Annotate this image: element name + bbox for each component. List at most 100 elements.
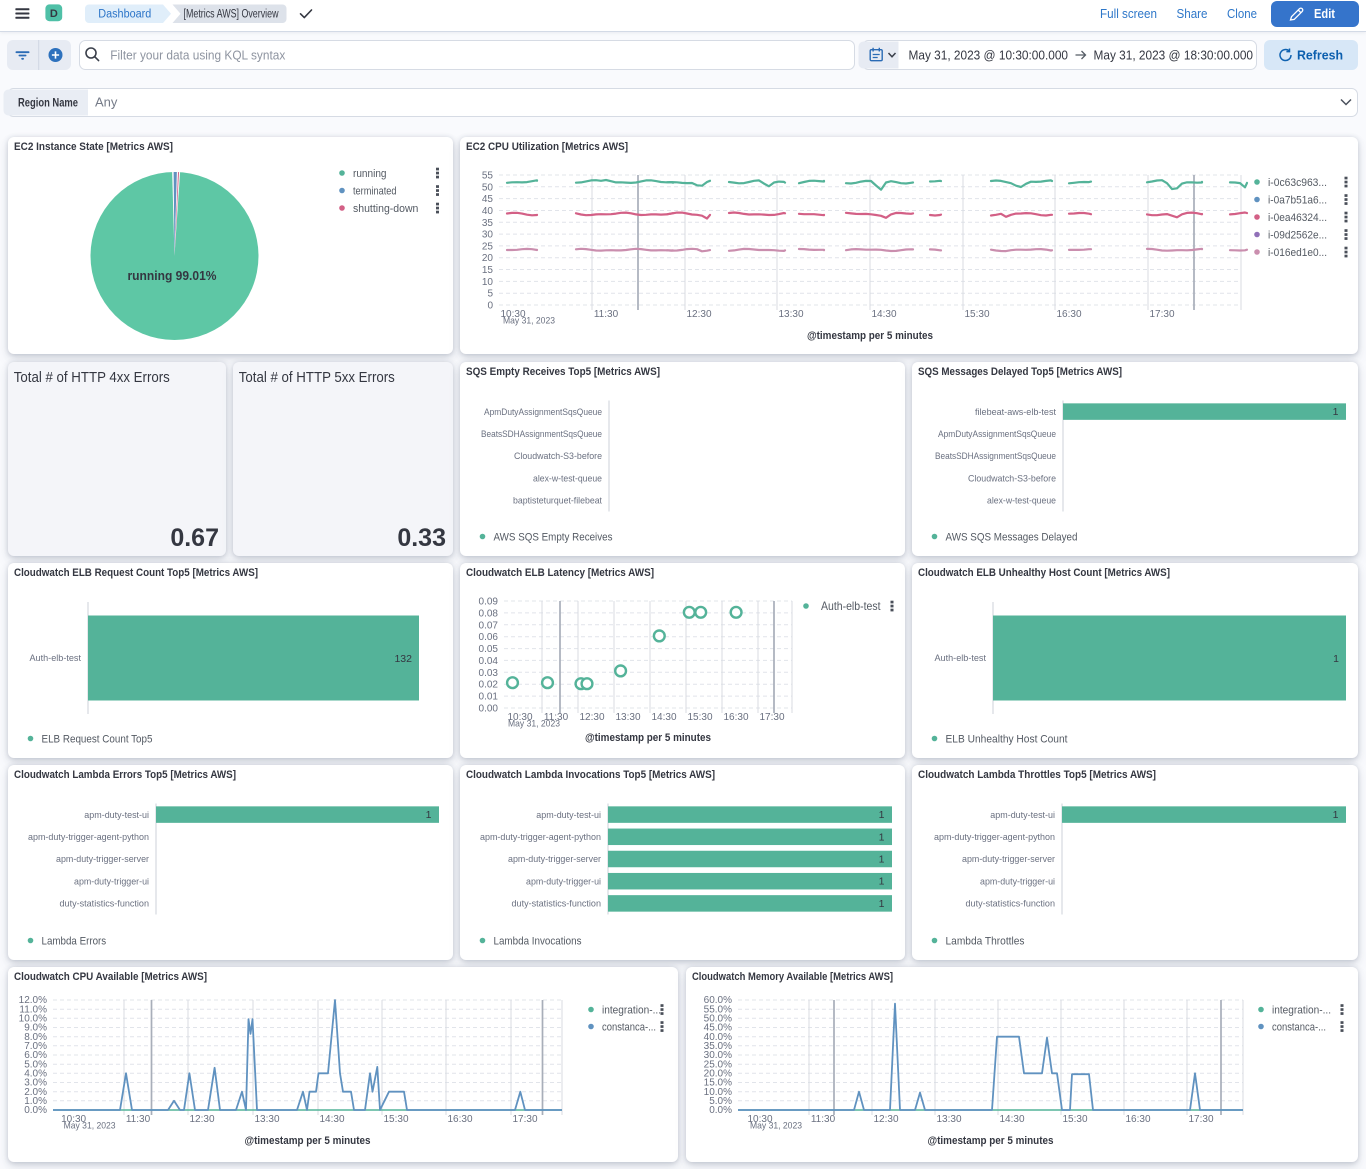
svg-text:Lambda Invocations: Lambda Invocations [494, 935, 582, 947]
svg-text:10:30: 10:30 [507, 712, 532, 723]
svg-text:Total # of HTTP 4xx Errors: Total # of HTTP 4xx Errors [14, 369, 170, 386]
svg-text:D: D [50, 8, 58, 20]
svg-text:apm-duty-test-ui: apm-duty-test-ui [990, 810, 1055, 821]
svg-text:Lambda Errors: Lambda Errors [42, 935, 107, 947]
svg-text:[Metrics AWS] Overview: [Metrics AWS] Overview [184, 9, 280, 21]
svg-text:Auth-elb-test: Auth-elb-test [935, 653, 987, 664]
svg-text:1: 1 [879, 809, 885, 821]
svg-text:1: 1 [879, 831, 885, 843]
svg-text:0.03: 0.03 [479, 668, 499, 679]
svg-text:SQS Messages Delayed Top5 [Met: SQS Messages Delayed Top5 [Metrics AWS] [918, 366, 1122, 378]
svg-text:1: 1 [1333, 653, 1339, 665]
svg-text:60.0%: 60.0% [704, 995, 732, 1006]
svg-text:0: 0 [487, 301, 493, 312]
svg-text:Dashboard: Dashboard [98, 9, 151, 21]
svg-text:BeatsSDHAssignmentSqsQueue: BeatsSDHAssignmentSqsQueue [481, 429, 602, 440]
svg-text:25: 25 [482, 241, 494, 252]
svg-text:35.0%: 35.0% [704, 1041, 732, 1052]
svg-text:11:30: 11:30 [811, 1114, 836, 1125]
svg-text:alex-w-test-queue: alex-w-test-queue [987, 496, 1056, 507]
svg-text:15.0%: 15.0% [704, 1078, 732, 1089]
svg-text:Cloudwatch Lambda Errors Top5: Cloudwatch Lambda Errors Top5 [Metrics A… [14, 769, 236, 781]
svg-text:EC2 Instance State [Metrics AW: EC2 Instance State [Metrics AWS] [14, 141, 173, 153]
svg-text:duty-statistics-function: duty-statistics-function [512, 899, 602, 910]
svg-text:11:30: 11:30 [594, 309, 619, 320]
svg-text:1: 1 [879, 898, 885, 910]
svg-text:5.0%: 5.0% [24, 1059, 47, 1070]
svg-text:May 31, 2023: May 31, 2023 [64, 1121, 116, 1132]
svg-text:apm-duty-trigger-ui: apm-duty-trigger-ui [980, 876, 1055, 887]
svg-text:11.0%: 11.0% [19, 1004, 47, 1015]
svg-text:12:30: 12:30 [686, 309, 711, 320]
svg-text:0.02: 0.02 [479, 680, 499, 691]
svg-text:11:30: 11:30 [126, 1114, 151, 1125]
svg-text:Cloudwatch Lambda Invocations: Cloudwatch Lambda Invocations Top5 [Metr… [466, 769, 715, 781]
svg-text:Auth-elb-test: Auth-elb-test [821, 599, 881, 613]
svg-text:apm-duty-trigger-server: apm-duty-trigger-server [508, 854, 601, 865]
svg-text:14:30: 14:30 [319, 1114, 344, 1125]
svg-text:Region Name: Region Name [18, 98, 78, 110]
svg-text:integration-...: integration-... [1272, 1004, 1331, 1016]
svg-text:10:30: 10:30 [747, 1114, 772, 1125]
svg-text:terminated: terminated [353, 185, 397, 197]
svg-text:11:30: 11:30 [544, 712, 569, 723]
svg-text:@timestamp per 5 minutes: @timestamp per 5 minutes [928, 1135, 1054, 1147]
svg-text:duty-statistics-function: duty-statistics-function [60, 899, 150, 910]
svg-text:duty-statistics-function: duty-statistics-function [966, 899, 1056, 910]
svg-text:1: 1 [879, 854, 885, 866]
svg-text:Cloudwatch ELB Request Count T: Cloudwatch ELB Request Count Top5 [Metri… [14, 567, 258, 579]
svg-text:running: running [353, 168, 387, 180]
svg-text:30: 30 [482, 230, 494, 241]
svg-text:i-0c63c963...: i-0c63c963... [1268, 177, 1327, 189]
svg-text:1: 1 [1333, 809, 1339, 821]
svg-text:10: 10 [482, 277, 494, 288]
svg-text:17:30: 17:30 [759, 712, 784, 723]
svg-text:0.09: 0.09 [479, 597, 499, 608]
svg-text:10.0%: 10.0% [19, 1014, 47, 1025]
svg-text:17:30: 17:30 [1188, 1114, 1213, 1125]
svg-text:16:30: 16:30 [1125, 1114, 1150, 1125]
svg-text:constanca-...: constanca-... [1272, 1021, 1326, 1033]
svg-text:20: 20 [482, 253, 494, 264]
svg-text:0.01: 0.01 [479, 692, 499, 703]
svg-text:Lambda Throttles: Lambda Throttles [946, 935, 1025, 947]
svg-text:4.0%: 4.0% [24, 1069, 47, 1080]
svg-text:16:30: 16:30 [723, 712, 748, 723]
svg-text:0.0%: 0.0% [709, 1105, 732, 1116]
svg-text:45: 45 [482, 194, 494, 205]
svg-text:7.0%: 7.0% [24, 1041, 47, 1052]
svg-text:0.04: 0.04 [479, 656, 499, 667]
svg-text:i-09d2562e...: i-09d2562e... [1268, 229, 1327, 241]
svg-text:35: 35 [482, 218, 494, 229]
svg-text:Cloudwatch-S3-before: Cloudwatch-S3-before [968, 473, 1056, 484]
svg-text:constanca-...: constanca-... [602, 1021, 656, 1033]
svg-text:12:30: 12:30 [873, 1114, 898, 1125]
svg-text:@timestamp per 5 minutes: @timestamp per 5 minutes [807, 330, 933, 342]
svg-text:Refresh: Refresh [1297, 48, 1343, 63]
svg-text:0.05: 0.05 [479, 644, 499, 655]
svg-text:EC2 CPU Utilization [Metrics A: EC2 CPU Utilization [Metrics AWS] [466, 141, 628, 153]
svg-text:Any: Any [95, 95, 118, 110]
svg-text:May 31, 2023: May 31, 2023 [750, 1121, 802, 1132]
svg-text:filebeat-aws-elb-test: filebeat-aws-elb-test [975, 407, 1056, 418]
svg-text:ELB Request Count Top5: ELB Request Count Top5 [42, 733, 153, 745]
svg-text:25.0%: 25.0% [704, 1059, 732, 1070]
svg-text:50.0%: 50.0% [704, 1014, 732, 1025]
svg-text:0.33: 0.33 [397, 524, 446, 552]
svg-text:alex-w-test-queue: alex-w-test-queue [533, 473, 602, 484]
svg-text:5.0%: 5.0% [709, 1096, 732, 1107]
svg-text:integration-...: integration-... [602, 1004, 661, 1016]
svg-text:0.0%: 0.0% [24, 1105, 47, 1116]
svg-text:ApmDutyAssignmentSqsQueue: ApmDutyAssignmentSqsQueue [938, 429, 1056, 440]
svg-text:8.0%: 8.0% [24, 1032, 47, 1043]
svg-text:Total # of HTTP 5xx Errors: Total # of HTTP 5xx Errors [239, 369, 395, 386]
svg-text:AWS SQS Messages Delayed: AWS SQS Messages Delayed [946, 531, 1078, 543]
svg-text:ELB Unhealthy Host Count: ELB Unhealthy Host Count [946, 733, 1068, 745]
svg-text:apm-duty-trigger-server: apm-duty-trigger-server [962, 854, 1055, 865]
svg-text:30.0%: 30.0% [704, 1050, 732, 1061]
svg-text:apm-duty-trigger-server: apm-duty-trigger-server [56, 854, 149, 865]
svg-text:15:30: 15:30 [383, 1114, 408, 1125]
svg-text:55.0%: 55.0% [704, 1004, 732, 1015]
svg-text:1.0%: 1.0% [24, 1096, 47, 1107]
svg-text:40.0%: 40.0% [704, 1032, 732, 1043]
